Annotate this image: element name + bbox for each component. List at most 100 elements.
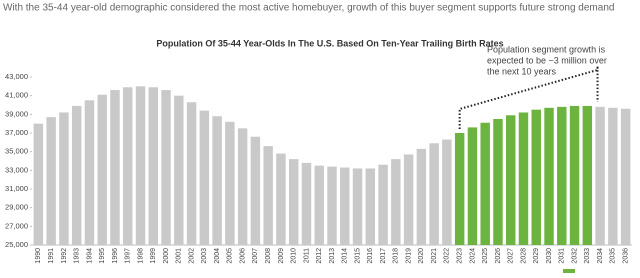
bar <box>352 168 363 245</box>
x-tick-label: 2011 <box>303 248 310 263</box>
bar <box>378 164 388 245</box>
bar <box>237 128 248 245</box>
y-tick-label: 29,000 <box>5 203 28 212</box>
bar <box>110 90 120 245</box>
bar <box>429 143 439 245</box>
x-tick-label: 1993 <box>74 248 81 264</box>
x-tick-label: 2006 <box>239 248 246 264</box>
x-tick-label: 1996 <box>112 248 119 264</box>
bar <box>288 159 299 245</box>
y-tick-label: 35,000 <box>5 147 28 156</box>
bar <box>263 146 273 245</box>
bar <box>186 102 197 245</box>
x-tick-label: 2024 <box>469 248 476 264</box>
x-tick-label: 2032 <box>571 248 578 264</box>
x-tick-label: 1995 <box>99 248 106 264</box>
x-tick-label: 1998 <box>137 248 144 264</box>
y-tick-label: 27,000 <box>5 221 28 230</box>
x-tick-label: 2026 <box>495 248 502 264</box>
chart-title: Population Of 35-44 Year-Olds In The U.S… <box>156 38 503 48</box>
x-tick-label: 2007 <box>252 248 259 264</box>
x-tick-label: 1992 <box>61 248 68 264</box>
x-tick-label: 2001 <box>176 248 183 264</box>
x-tick-label: 2009 <box>278 248 285 264</box>
bar <box>403 154 414 245</box>
bar <box>608 107 618 245</box>
x-tick-label: 2005 <box>227 248 234 264</box>
annotation: the next 10 years <box>487 66 557 76</box>
x-tick-label: 2016 <box>367 248 374 264</box>
bar <box>148 87 158 246</box>
bar <box>620 108 631 245</box>
bar <box>161 90 171 245</box>
bar <box>340 167 350 245</box>
bar <box>454 133 465 245</box>
x-tick-label: 1991 <box>48 248 55 264</box>
bar <box>174 95 184 246</box>
y-tick-label: 41,000 <box>5 91 28 100</box>
bar <box>595 106 605 245</box>
bar <box>365 168 376 245</box>
x-tick-label: 2030 <box>546 248 553 264</box>
x-tick-label: 2000 <box>163 248 170 264</box>
x-tick-label: 2036 <box>622 248 629 264</box>
x-tick-label: 1999 <box>150 248 157 264</box>
x-tick-label: 2034 <box>597 248 604 264</box>
x-tick-label: 2013 <box>329 248 336 264</box>
x-tick-label: 2014 <box>342 248 349 264</box>
bar <box>84 100 95 245</box>
bar <box>506 115 516 246</box>
x-tick-label: 1990 <box>35 248 42 264</box>
x-tick-label: 2027 <box>508 248 515 264</box>
y-tick-label: 25,000 <box>5 240 28 249</box>
bar <box>59 112 69 245</box>
bar <box>97 94 107 245</box>
y-tick-label: 37,000 <box>5 128 28 137</box>
y-tick-label: 31,000 <box>5 184 28 193</box>
annotation: Population segment growth is <box>487 44 606 54</box>
bar <box>582 105 593 245</box>
bar <box>314 165 324 245</box>
x-tick-label: 2020 <box>418 248 425 264</box>
bar <box>416 148 427 245</box>
x-tick-label: 2033 <box>584 248 591 264</box>
legend-swatch <box>563 269 575 273</box>
y-tick-label: 39,000 <box>5 109 28 118</box>
x-tick-label: 2031 <box>559 248 566 264</box>
bar <box>493 119 503 245</box>
x-tick-label: 2023 <box>457 248 464 264</box>
y-tick-label: 33,000 <box>5 165 28 174</box>
bar <box>531 109 541 246</box>
bar <box>46 117 56 245</box>
bar <box>518 112 529 245</box>
x-tick-label: 2021 <box>431 248 438 264</box>
x-tick-label: 2035 <box>610 248 617 264</box>
x-tick-label: 2018 <box>393 248 400 264</box>
x-tick-label: 2022 <box>444 248 451 264</box>
x-tick-label: 2012 <box>316 248 323 264</box>
bar <box>569 105 580 245</box>
x-tick-label: 2028 <box>520 248 527 264</box>
bar <box>557 106 567 245</box>
x-tick-label: 2003 <box>201 248 208 264</box>
bar <box>250 136 261 245</box>
x-tick-label: 2025 <box>482 248 489 264</box>
annotation-bracket <box>458 65 599 129</box>
bar <box>212 116 222 245</box>
x-tick-label: 2029 <box>533 248 540 264</box>
x-tick-label: 2019 <box>405 248 412 264</box>
bar <box>480 122 490 245</box>
x-tick-label: 1997 <box>125 248 132 264</box>
bar <box>199 110 210 245</box>
x-tick-label: 2010 <box>291 248 298 264</box>
bar <box>123 87 133 246</box>
x-tick-label: 2015 <box>354 248 361 264</box>
bar <box>135 86 146 245</box>
bar <box>391 159 401 245</box>
bar <box>225 121 235 245</box>
x-tick-label: 2002 <box>188 248 195 264</box>
bar <box>467 127 478 245</box>
bar <box>33 123 44 245</box>
